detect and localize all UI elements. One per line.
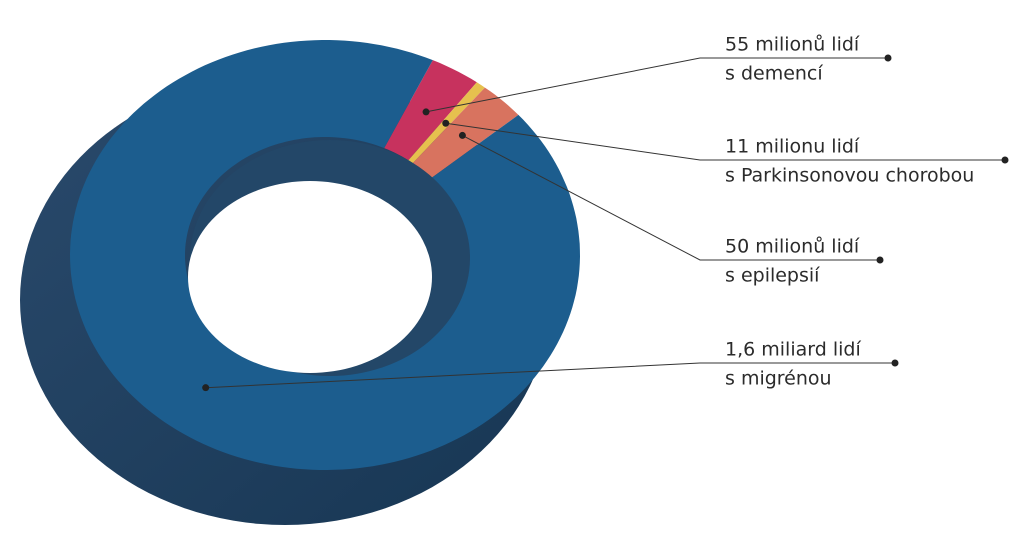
ring-hole (188, 181, 432, 373)
category-label: s Parkinsonovou chorobou (725, 165, 974, 187)
leader-dot (458, 131, 466, 139)
leader-line (445, 122, 1005, 161)
value-label: 55 milionů lidí (725, 34, 860, 56)
category-label: s migrénou (725, 368, 832, 390)
donut (20, 40, 580, 525)
leader-dot (876, 256, 884, 264)
leader-dot (891, 359, 899, 367)
leader-dot (1001, 156, 1009, 164)
value-label: 1,6 miliard lidí (725, 339, 861, 361)
labels: 55 milionů lidí s demencí 11 milionu lidí s… (202, 34, 1009, 392)
value-label: 50 milionů lidí (725, 236, 860, 258)
leader-line (425, 57, 888, 113)
donut-slice (384, 60, 477, 161)
donut-slice (412, 87, 519, 179)
leader-dot (202, 384, 210, 392)
category-label: s epilepsií (725, 265, 820, 287)
leader-dot (884, 54, 892, 62)
leader-dot (442, 119, 450, 127)
category-label: s demencí (725, 63, 823, 85)
leader-dot (422, 108, 430, 116)
leader-line (462, 134, 880, 261)
leader-line (205, 362, 895, 389)
value-label: 11 milionu lidí (725, 136, 860, 158)
donut-slice (70, 40, 580, 470)
